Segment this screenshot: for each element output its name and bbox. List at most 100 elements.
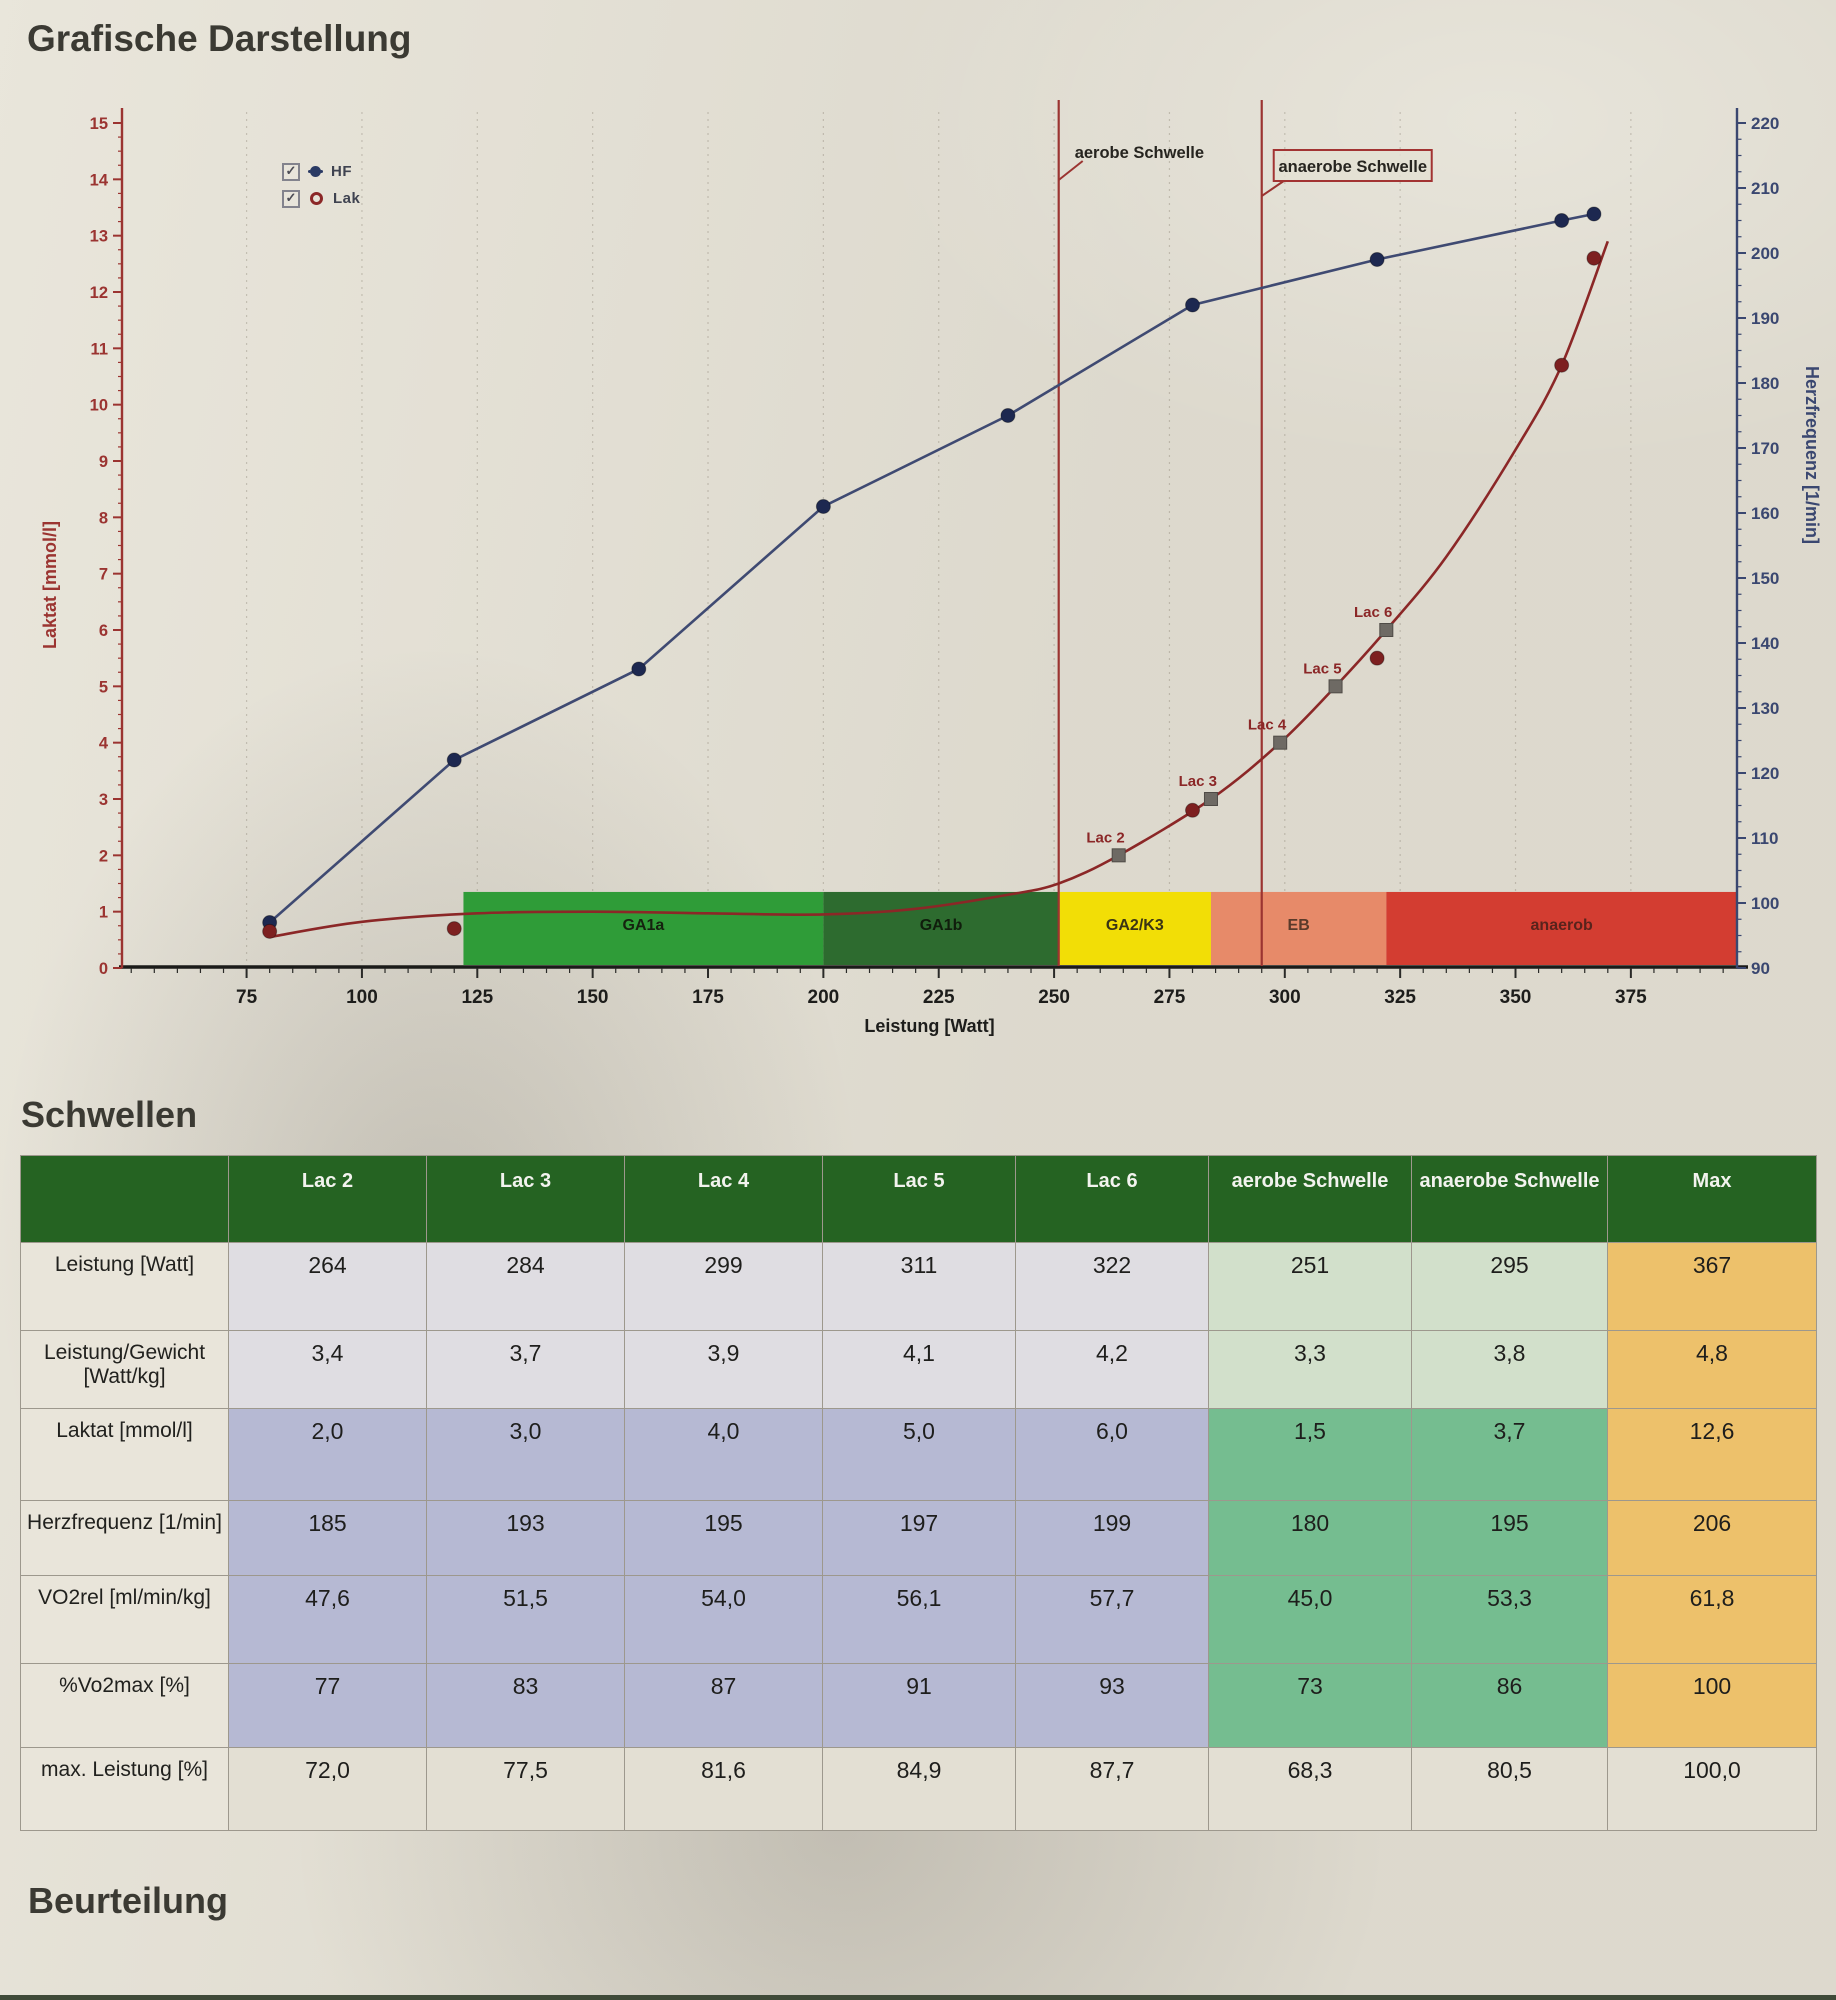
svg-text:14: 14 <box>90 171 109 189</box>
svg-text:275: 275 <box>1154 987 1186 1008</box>
column-header: Lac 3 <box>426 1155 625 1243</box>
table-cell: 295 <box>1411 1242 1608 1331</box>
svg-text:10: 10 <box>90 397 108 415</box>
section-title-schwellen: Schwellen <box>21 1094 198 1135</box>
table-cell: 3,3 <box>1208 1330 1412 1409</box>
row-label: VO2rel [ml/min/kg] <box>20 1575 229 1664</box>
svg-text:6: 6 <box>99 622 108 640</box>
data-series <box>262 206 1610 939</box>
svg-text:170: 170 <box>1751 439 1779 458</box>
column-header: Lac 4 <box>624 1155 823 1243</box>
row-label: Leistung [Watt] <box>20 1242 229 1331</box>
table-cell: 284 <box>426 1242 625 1331</box>
svg-text:325: 325 <box>1384 987 1416 1008</box>
hf-marker-icon <box>310 166 321 177</box>
svg-text:GA1a: GA1a <box>623 917 665 934</box>
svg-text:aerobe Schwelle: aerobe Schwelle <box>1075 144 1204 162</box>
table-cell: 12,6 <box>1607 1408 1817 1501</box>
table-cell: 53,3 <box>1411 1575 1608 1664</box>
table-cell: 3,8 <box>1411 1330 1608 1409</box>
svg-text:GA1b: GA1b <box>920 917 963 934</box>
table-cell: 251 <box>1208 1242 1412 1331</box>
table-cell: 47,6 <box>228 1575 427 1664</box>
table-cell: 57,7 <box>1015 1575 1209 1664</box>
table-cell: 3,7 <box>1411 1408 1608 1501</box>
svg-text:anaerobe Schwelle: anaerobe Schwelle <box>1278 158 1427 176</box>
table-row: %Vo2max [%] 77 83 87 91 93 73 86 100 <box>20 1663 1817 1748</box>
table-cell: 3,7 <box>426 1330 625 1409</box>
lak-marker-icon <box>310 192 323 205</box>
table-cell: 3,0 <box>426 1408 625 1501</box>
svg-text:EB: EB <box>1288 917 1310 934</box>
hf-legend-label: HF <box>331 163 352 180</box>
lak-checkbox[interactable]: ✓ <box>282 189 300 208</box>
svg-text:Lac 5: Lac 5 <box>1303 660 1341 677</box>
svg-text:13: 13 <box>90 228 108 246</box>
table-cell: 2,0 <box>228 1408 427 1501</box>
table-cell: 83 <box>426 1663 625 1748</box>
table-cell: 77 <box>228 1663 427 1748</box>
column-header: Lac 2 <box>228 1155 427 1243</box>
table-cell: 180 <box>1208 1500 1412 1576</box>
schwellen-table: Lac 2 Lac 3 Lac 4 Lac 5 Lac 6 aerobe Schwelle… <box>20 1155 1817 1831</box>
table-cell: 185 <box>228 1500 427 1576</box>
svg-text:120: 120 <box>1751 764 1779 783</box>
legend-row-lak: ✓ Lak <box>282 185 360 212</box>
svg-text:15: 15 <box>90 115 108 133</box>
schwellen-table-container: Lac 2 Lac 3 Lac 4 Lac 5 Lac 6 aerobe Schwelle… <box>20 1155 1817 1831</box>
table-cell: 93 <box>1015 1663 1209 1748</box>
svg-text:175: 175 <box>692 987 724 1008</box>
table-cell: 3,4 <box>228 1330 427 1409</box>
table-cell: 1,5 <box>1208 1408 1412 1501</box>
table-cell: 367 <box>1607 1242 1817 1331</box>
svg-text:200: 200 <box>1751 244 1779 263</box>
table-row: Leistung [Watt] 264 284 299 311 322 251 295 367 <box>20 1242 1817 1331</box>
svg-text:110: 110 <box>1751 829 1778 848</box>
table-cell: 199 <box>1015 1500 1209 1576</box>
x-axis: 75 100 125 150 175 200 225 250 275 300 325 350 375 Le… <box>119 965 1748 1036</box>
svg-text:150: 150 <box>577 987 609 1008</box>
table-cell: 6,0 <box>1015 1408 1209 1501</box>
table-cell: 54,0 <box>624 1575 823 1664</box>
svg-text:Herzfrequenz [1/min]: Herzfrequenz [1/min] <box>1802 366 1822 544</box>
column-header: aerobe Schwelle <box>1208 1155 1412 1243</box>
table-cell: 264 <box>228 1242 427 1331</box>
svg-text:Leistung [Watt]: Leistung [Watt] <box>864 1016 994 1036</box>
svg-text:8: 8 <box>99 509 108 527</box>
table-cell: 91 <box>822 1663 1016 1748</box>
svg-text:Lac 3: Lac 3 <box>1179 773 1217 790</box>
table-row: Laktat [mmol/l] 2,0 3,0 4,0 5,0 6,0 1,5 3,7 12,6 <box>20 1408 1817 1501</box>
column-header: Max <box>1607 1155 1817 1243</box>
svg-text:0: 0 <box>99 960 108 978</box>
table-cell: 299 <box>624 1242 823 1331</box>
table-cell: 4,0 <box>624 1408 823 1501</box>
svg-text:anaerob: anaerob <box>1531 917 1593 934</box>
table-cell: 45,0 <box>1208 1575 1412 1664</box>
svg-text:Lac 2: Lac 2 <box>1086 829 1124 846</box>
table-cell: 87,7 <box>1015 1747 1209 1831</box>
svg-text:1: 1 <box>99 904 108 922</box>
svg-text:130: 130 <box>1751 699 1779 718</box>
svg-text:2: 2 <box>99 847 108 865</box>
svg-text:350: 350 <box>1500 987 1532 1008</box>
lak-legend-label: Lak <box>333 190 361 207</box>
svg-text:Lac 6: Lac 6 <box>1354 604 1392 621</box>
table-cell: 3,9 <box>624 1330 823 1409</box>
table-cell: 87 <box>624 1663 823 1748</box>
svg-text:190: 190 <box>1751 309 1779 328</box>
table-cell: 77,5 <box>426 1747 625 1831</box>
svg-text:12: 12 <box>90 284 108 302</box>
svg-text:GA2/K3: GA2/K3 <box>1106 917 1164 934</box>
section-title-beurteilung: Beurteilung <box>28 1880 229 1921</box>
table-cell: 72,0 <box>228 1747 427 1831</box>
table-cell: 51,5 <box>426 1575 625 1664</box>
table-cell: 195 <box>1411 1500 1608 1576</box>
svg-text:Lac 4: Lac 4 <box>1248 717 1287 734</box>
table-cell: 84,9 <box>822 1747 1016 1831</box>
svg-text:200: 200 <box>808 987 840 1008</box>
svg-text:125: 125 <box>461 987 493 1008</box>
svg-text:4: 4 <box>99 735 109 753</box>
hf-checkbox[interactable]: ✓ <box>282 162 300 181</box>
